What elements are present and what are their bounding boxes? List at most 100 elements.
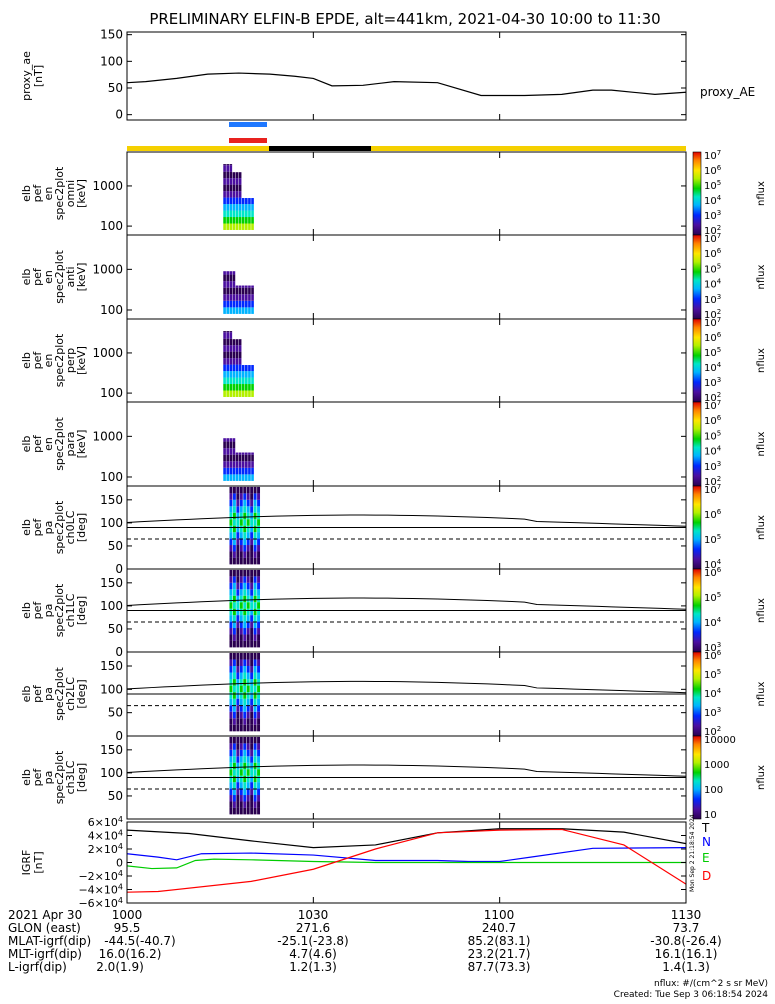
spectrogram-cell	[238, 197, 242, 205]
pitch-angle-cell	[257, 506, 261, 513]
pitch-angle-cell	[257, 582, 261, 590]
pitch-angle-cell	[232, 640, 236, 648]
pitch-angle-cell	[236, 692, 240, 699]
spectrogram-cell	[223, 307, 226, 314]
spectrogram-cell	[223, 178, 226, 185]
pitch-angle-cell	[253, 493, 257, 500]
pitch-angle-cell	[229, 652, 233, 660]
pitch-angle-cell	[236, 493, 240, 500]
pitch-angle-cell	[236, 595, 240, 603]
spectrogram-cell	[226, 178, 230, 185]
colorbar	[692, 485, 702, 570]
spectrogram-cell	[238, 300, 242, 308]
pitch-angle-cell	[253, 807, 257, 815]
spectrogram-cell	[232, 217, 236, 224]
colorbar	[692, 568, 702, 653]
y-tick-label: 0	[115, 562, 123, 576]
spectrogram-cell	[226, 300, 230, 308]
spectrogram-cell	[232, 384, 236, 391]
pitch-angle-cell	[246, 705, 250, 712]
y-axis-label-line: [deg]	[75, 679, 88, 708]
colorbar-tick-label: 107	[704, 483, 721, 496]
spectrogram-cell	[245, 390, 248, 397]
pitch-angle-cell	[250, 519, 254, 526]
spectrogram-cell	[245, 454, 248, 462]
pitch-angle-cell	[229, 506, 233, 513]
mlt-1100: 23.2(21.7)	[468, 947, 531, 961]
footer-mlt-label: MLT-igrf(dip)	[8, 947, 82, 961]
y-axis-label-line: [keV]	[75, 346, 88, 375]
pitch-angle-cell	[232, 801, 236, 808]
pitch-angle-cell	[250, 782, 254, 789]
spectrogram-cell	[232, 274, 236, 282]
y-axis-label-line: spec2plot	[53, 166, 66, 220]
pitch-angle-cell	[232, 718, 236, 725]
pitch-angle-cell	[232, 608, 236, 616]
panel-frame	[126, 31, 687, 121]
time-tick-1130: 1130	[671, 908, 702, 922]
spectrogram-cell	[229, 217, 233, 224]
spectrogram-cell	[223, 164, 226, 166]
spectrogram-cell	[241, 390, 245, 397]
pitch-angle-cell	[246, 486, 250, 494]
y-axis-label-line: elb	[20, 602, 33, 619]
pitch-angle-cell	[229, 749, 233, 757]
pitch-angle-cell	[232, 762, 236, 770]
spectrogram-cell	[245, 294, 248, 301]
y-tick-label: 1000	[92, 346, 123, 360]
spectrogram-cell	[238, 294, 242, 301]
pitch-angle-cell	[246, 519, 250, 526]
pitch-angle-cell	[250, 711, 254, 719]
pitch-angle-cell	[239, 795, 243, 802]
spectrogram-cell	[229, 204, 233, 211]
pitch-angle-cell	[257, 762, 261, 770]
colorbar-tick-label: 105	[704, 429, 721, 442]
spectrogram-cell	[251, 461, 254, 468]
pitch-angle-cell	[253, 769, 257, 776]
spectrogram-cell	[248, 285, 251, 288]
pitch-angle-cell	[236, 582, 240, 590]
spectrogram-cell	[229, 164, 233, 166]
spectrogram-cell	[226, 377, 230, 385]
spectrogram-cell	[232, 364, 236, 372]
spectrogram-cell	[245, 461, 248, 468]
colorbar-tick-label: 104	[704, 687, 722, 700]
pitch-angle-cell	[250, 486, 254, 494]
colorbar	[692, 234, 702, 320]
y-tick-label: 100	[100, 766, 123, 780]
pitch-angle-cell	[253, 659, 257, 666]
spectrogram-cell	[235, 287, 239, 295]
pitch-angle-cell	[246, 788, 250, 796]
spectrogram-cell	[226, 448, 230, 455]
footer-date: 2021 Apr 30	[8, 908, 82, 922]
y-tick-label: 50	[108, 789, 123, 803]
pitch-angle-cell	[253, 589, 257, 596]
spectrogram-cell	[251, 474, 254, 481]
spectrogram-cell	[223, 377, 226, 385]
pitch-angle-cell	[253, 666, 257, 673]
colorbar-tick-label: 103	[704, 706, 721, 719]
pitch-angle-cell	[243, 512, 247, 520]
y-axis-label-line: elb	[20, 185, 33, 202]
spectrogram-cell	[251, 294, 254, 301]
time-tick-1000: 1000	[112, 908, 143, 922]
spectrogram-cell	[232, 287, 236, 295]
spectrogram-cell	[229, 210, 233, 218]
pitch-angle-cell	[239, 736, 243, 744]
spectrogram-cell	[232, 358, 236, 365]
pitch-angle-cell	[243, 756, 247, 763]
legend-d: D	[702, 869, 711, 883]
spectrogram-cell	[229, 294, 233, 301]
series-line-e	[126, 858, 686, 870]
spectrogram-cell	[235, 300, 239, 308]
colorbar-label: nflux	[756, 681, 767, 706]
spectrogram-cell	[251, 365, 254, 372]
spectrogram-cell	[232, 351, 236, 359]
pitch-angle-cell	[246, 615, 250, 622]
y-tick-label: 100	[100, 219, 123, 233]
colorbar-tick-label: 1000	[704, 760, 729, 771]
pitch-angle-cell	[232, 569, 236, 577]
pitch-angle-cell	[243, 724, 247, 732]
mlt-1130: 16.1(16.1)	[655, 947, 718, 961]
